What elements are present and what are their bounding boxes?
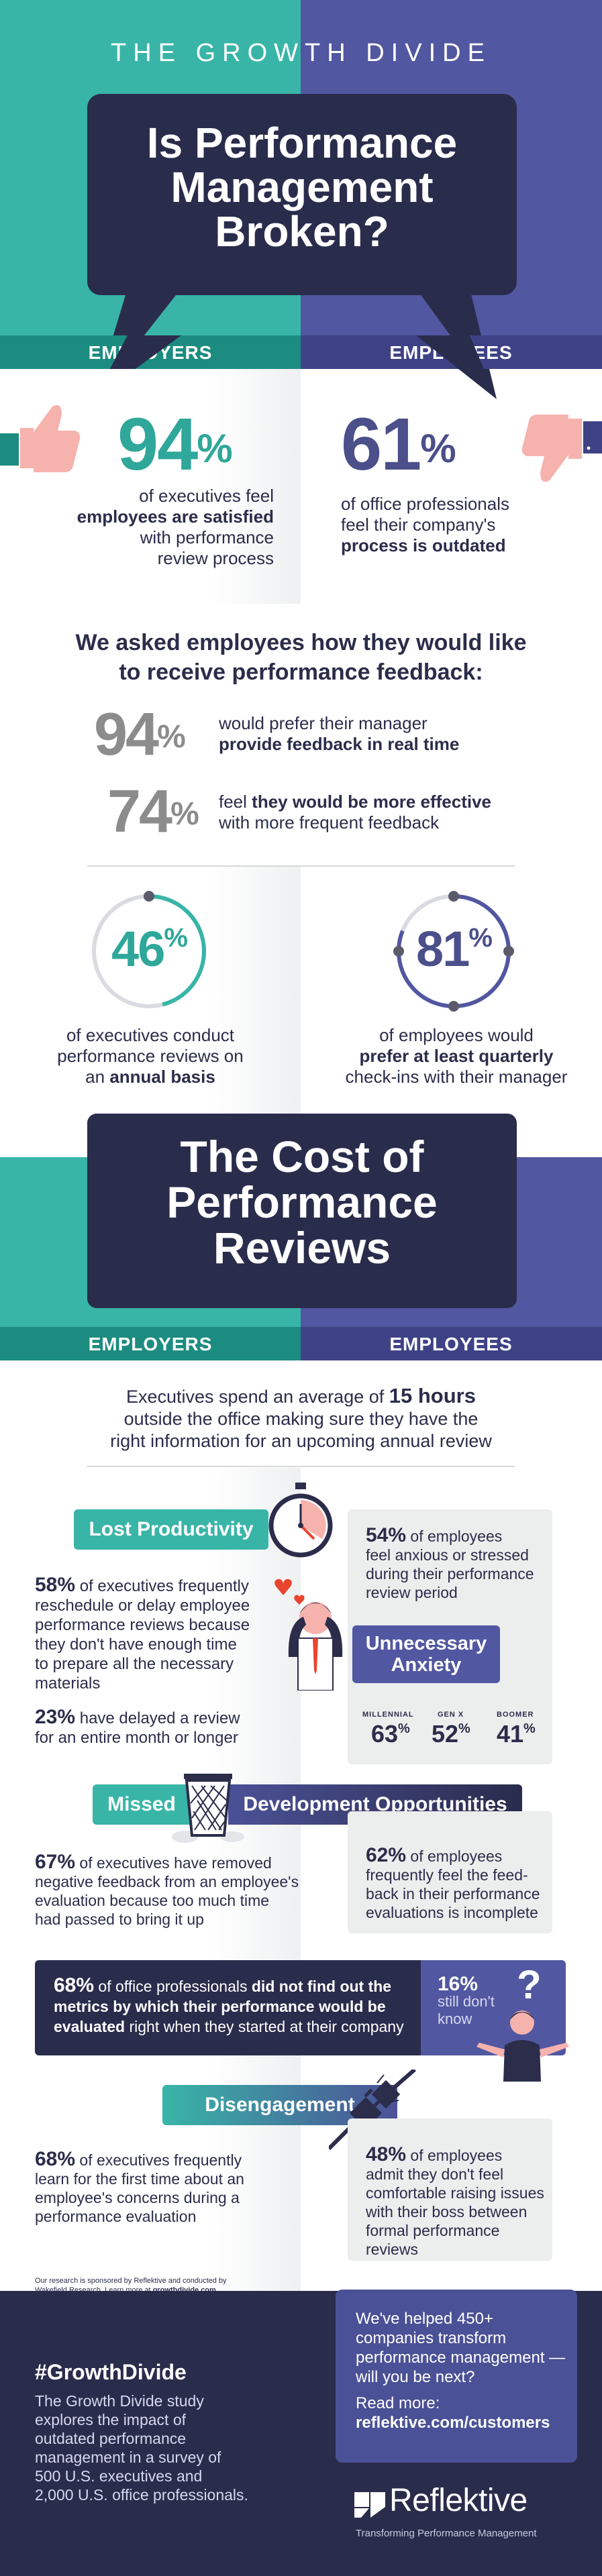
brand-name: Reflektive: [389, 2483, 528, 2518]
metrics-banner: [35, 1960, 421, 2055]
gen-x-label: GEN X: [438, 1711, 464, 1719]
lost-productivity-23: 23% have delayed a review for an entire …: [35, 1706, 240, 1748]
employers-label-2: EMPLOYERS: [88, 1334, 213, 1354]
anxiety-label: Unnecessary Anxiety: [352, 1625, 500, 1683]
missed-card: [348, 1811, 552, 1933]
cost-intro: Executives spend an average of 15 hours …: [110, 1384, 492, 1451]
ring-46: [92, 891, 206, 1008]
hero-section: THE GROWTH DIVIDE Is Performance Managem…: [0, 0, 602, 399]
missed-67: 67% of executives have removed negative …: [35, 1851, 299, 1929]
disengagement-68: 68% of executives frequently learn for t…: [35, 2148, 244, 2226]
gen-millennial-value: 63%: [371, 1720, 410, 1748]
page-title: Is Performance Management Broken?: [146, 119, 458, 256]
gen-x-value: 52%: [432, 1720, 470, 1748]
stressed-person-icon: [274, 1578, 343, 1690]
divider: [87, 865, 515, 867]
speech-bubble: [87, 94, 517, 295]
missed-label: Missed: [93, 1784, 191, 1825]
missed-62: 62% of employees frequently feel the fee…: [366, 1844, 540, 1922]
metrics-68: 68% of office professionals did not find…: [54, 1974, 404, 2036]
cost-title-box: [87, 1114, 517, 1308]
disengagement-card: [348, 2118, 552, 2261]
thumbs-up-icon: [0, 405, 81, 472]
footer-description: The Growth Divide study explores the imp…: [35, 2392, 248, 2504]
reflektive-logo-icon: [354, 2492, 385, 2518]
kicker: THE GROWTH DIVIDE: [111, 39, 491, 67]
ring-81-text: of employees would prefer at least quart…: [345, 1025, 568, 1087]
metrics-16: 16% still don't know: [438, 1973, 495, 2028]
stopwatch-icon: [268, 1483, 333, 1558]
feedback-heading: We asked employees how they would like t…: [75, 630, 527, 685]
lost-productivity-label: Lost Productivity: [74, 1509, 268, 1550]
person-icon: [476, 2010, 569, 2082]
anxiety-54: 54% of employees feel anxious or stresse…: [366, 1524, 534, 1602]
employees-stat-text: of office professionals feel their compa…: [341, 494, 509, 555]
cost-title: The Cost of Performance Reviews: [166, 1132, 438, 1273]
feedback-stat-74: 74%: [107, 778, 199, 845]
ring-81-value: 81%: [416, 921, 493, 977]
metrics-side: [421, 1960, 566, 2055]
ring-81: [393, 891, 514, 1012]
employers-stat-text: of executives feel employees are satisfi…: [77, 486, 274, 568]
ring-46-value: 46%: [111, 921, 188, 977]
employees-label-2: EMPLOYEES: [389, 1334, 513, 1354]
feedback-stat-94: 94%: [94, 701, 186, 768]
hashtag: #GrowthDivide: [35, 2360, 187, 2384]
cta-card: [336, 2290, 577, 2463]
trash-can-icon: [172, 1774, 244, 1843]
gen-millennial-label: MILLENNIAL: [362, 1711, 414, 1719]
gen-boomer-label: BOOMER: [497, 1711, 534, 1719]
employees-stat: 61%: [341, 403, 456, 486]
thumbs-down-icon: [521, 415, 602, 482]
audience-bar-2: EMPLOYERS EMPLOYEES: [0, 1327, 602, 1360]
brand-tagline: Transforming Performance Management: [356, 2528, 537, 2539]
question-mark: ?: [517, 1962, 542, 2007]
customers-link[interactable]: reflektive.com/customers: [356, 2414, 550, 2432]
employers-stat: 94%: [117, 403, 233, 486]
disengagement-48: 48% of employees admit they don't feel c…: [366, 2143, 544, 2259]
cta-text: We've helped 450+ companies transform pe…: [356, 2309, 570, 2432]
lost-productivity-58: 58% of executives frequently reschedule …: [35, 1574, 250, 1693]
gen-boomer-value: 41%: [497, 1720, 536, 1748]
ring-46-text: of executives conduct performance review…: [57, 1025, 244, 1087]
feedback-text-94: would prefer their manager provide feedb…: [219, 713, 460, 754]
feedback-text-74: feel they would be more effective with m…: [219, 792, 492, 833]
